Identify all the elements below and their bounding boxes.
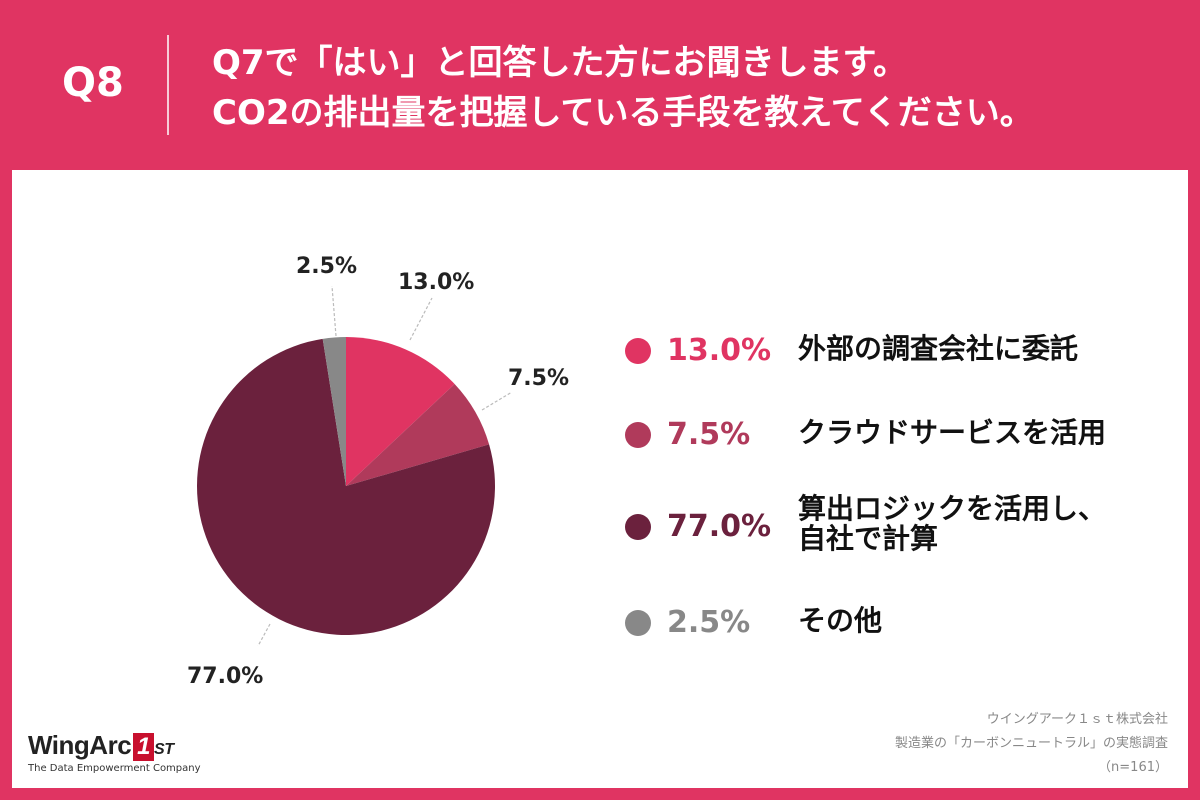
chart-panel: 13.0% 7.5% 77.0% 2.5% 13.0% 外部の調査会社に委託 7… <box>12 170 1188 788</box>
legend: 13.0% 外部の調査会社に委託 7.5% クラウドサービスを活用 77.0% … <box>625 332 1165 644</box>
legend-item-outsourced: 13.0% 外部の調査会社に委託 <box>625 332 1165 372</box>
slice-outsourced <box>346 337 455 486</box>
legend-label-line-2: 自社で計算 <box>798 522 939 555</box>
legend-label: 外部の調査会社に委託 <box>798 334 1078 364</box>
pie-label-77: 77.0% <box>187 664 264 689</box>
logo-tagline: The Data Empowerment Company <box>28 763 201 774</box>
legend-percent: 2.5% <box>667 605 751 640</box>
leader-line <box>331 285 337 337</box>
slice-other <box>322 337 346 486</box>
source-sample-size: （n=161） <box>1098 760 1168 775</box>
legend-label: 算出ロジックを活用し、 自社で計算 <box>798 494 1106 554</box>
logo-name: WingArc <box>28 730 132 760</box>
header-banner: Q8 Q7で「はい」と回答した方にお聞きします。 CO2の排出量を把握している手… <box>0 0 1200 170</box>
legend-label-line-1: クラウドサービスを活用 <box>798 416 1107 449</box>
source-survey: 製造業の「カーボンニュートラル」の実態調査 <box>894 736 1168 751</box>
legend-label-line-1: 外部の調査会社に委託 <box>798 332 1079 365</box>
legend-dot <box>625 514 651 540</box>
question-line-2: CO2の排出量を把握している手段を教えてください。 <box>212 93 1034 133</box>
legend-label: クラウドサービスを活用 <box>798 418 1106 448</box>
source-note: ウイングアーク１ｓｔ株式会社 製造業の「カーボンニュートラル」の実態調査 （n=… <box>895 708 1168 780</box>
pie-label-13: 13.0% <box>398 270 475 295</box>
legend-percent: 77.0% <box>667 509 772 544</box>
header-divider <box>167 35 169 135</box>
question-line-1: Q7で「はい」と回答した方にお聞きします。 <box>212 43 908 83</box>
legend-label-line-1: その他 <box>798 604 883 637</box>
logo-wordmark: WingArc 1 ST <box>28 730 201 761</box>
leader-line <box>257 623 271 647</box>
legend-dot <box>625 338 651 364</box>
question-number: Q8 <box>62 60 124 106</box>
logo-suffix: ST <box>154 741 174 758</box>
question-text: Q7で「はい」と回答した方にお聞きします。 CO2の排出量を把握している手段を教… <box>212 38 1034 138</box>
pie-label-7-5: 7.5% <box>508 366 570 391</box>
legend-label-line-1: 算出ロジックを活用し、 <box>798 492 1107 525</box>
source-company: ウイングアーク１ｓｔ株式会社 <box>986 712 1168 727</box>
pie-label-2-5: 2.5% <box>296 254 358 279</box>
legend-percent: 7.5% <box>667 417 751 452</box>
wingarc-logo: WingArc 1 ST The Data Empowerment Company <box>28 730 201 774</box>
slice-cloud <box>346 384 490 486</box>
legend-label: その他 <box>798 606 882 636</box>
legend-dot <box>625 422 651 448</box>
slice-in-house <box>197 338 496 635</box>
legend-item-other: 2.5% その他 <box>625 604 1165 644</box>
legend-percent: 13.0% <box>667 333 772 368</box>
leader-line <box>481 391 513 411</box>
legend-item-in-house: 77.0% 算出ロジックを活用し、 自社で計算 <box>625 494 1165 556</box>
logo-box: 1 <box>133 733 155 761</box>
legend-item-cloud: 7.5% クラウドサービスを活用 <box>625 416 1165 456</box>
leader-line <box>409 297 433 341</box>
legend-dot <box>625 610 651 636</box>
pie-chart <box>197 285 513 647</box>
